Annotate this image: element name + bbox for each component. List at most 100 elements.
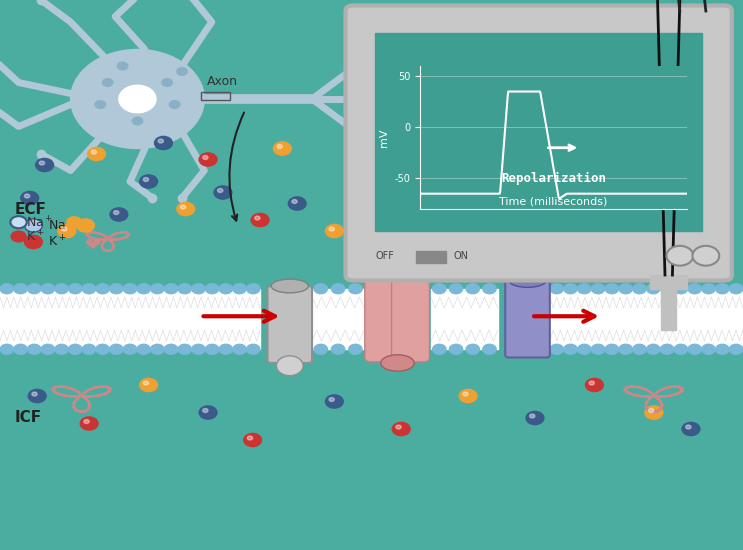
Circle shape — [132, 117, 143, 125]
Circle shape — [151, 344, 164, 354]
Ellipse shape — [71, 50, 204, 148]
Circle shape — [481, 180, 499, 194]
Circle shape — [103, 79, 113, 86]
Circle shape — [178, 344, 192, 354]
Circle shape — [164, 284, 178, 294]
Circle shape — [95, 101, 106, 108]
Circle shape — [233, 284, 246, 294]
Circle shape — [62, 227, 67, 231]
Bar — [550, 289, 743, 349]
Circle shape — [485, 183, 490, 187]
Circle shape — [192, 344, 205, 354]
Circle shape — [206, 284, 219, 294]
Circle shape — [39, 161, 45, 165]
Circle shape — [143, 381, 149, 385]
Circle shape — [470, 150, 476, 154]
Circle shape — [577, 344, 591, 354]
Circle shape — [314, 284, 328, 294]
Bar — [375, 33, 702, 231]
Circle shape — [251, 213, 269, 227]
Circle shape — [199, 153, 217, 166]
Circle shape — [589, 222, 594, 225]
Circle shape — [688, 284, 701, 294]
Circle shape — [123, 344, 137, 354]
Circle shape — [140, 378, 158, 392]
Circle shape — [585, 219, 603, 232]
Circle shape — [114, 211, 119, 214]
Circle shape — [702, 344, 716, 354]
Circle shape — [288, 197, 306, 210]
FancyBboxPatch shape — [392, 276, 429, 362]
Circle shape — [178, 284, 192, 294]
Circle shape — [450, 284, 463, 294]
Text: Na$^+$: Na$^+$ — [26, 215, 53, 230]
Circle shape — [80, 417, 98, 430]
Circle shape — [459, 389, 477, 403]
Circle shape — [66, 216, 82, 228]
Circle shape — [645, 406, 663, 419]
Circle shape — [377, 197, 395, 210]
Circle shape — [14, 344, 27, 354]
Circle shape — [88, 147, 106, 161]
Circle shape — [564, 284, 577, 294]
Text: ❤: ❤ — [85, 235, 102, 254]
Bar — [431, 289, 498, 349]
Circle shape — [96, 284, 109, 294]
Circle shape — [276, 356, 303, 376]
Circle shape — [396, 425, 401, 429]
Circle shape — [155, 136, 172, 150]
Circle shape — [158, 139, 163, 143]
Bar — [416, 251, 446, 263]
Circle shape — [591, 344, 605, 354]
Circle shape — [169, 101, 180, 108]
Circle shape — [206, 344, 219, 354]
Circle shape — [351, 189, 357, 192]
Circle shape — [591, 284, 605, 294]
Circle shape — [314, 344, 328, 354]
Circle shape — [96, 344, 109, 354]
Circle shape — [415, 219, 432, 232]
Bar — [661, 286, 676, 330]
Circle shape — [325, 224, 343, 238]
Circle shape — [455, 205, 461, 209]
Circle shape — [219, 284, 233, 294]
Circle shape — [331, 284, 345, 294]
Circle shape — [255, 216, 260, 220]
Circle shape — [28, 389, 46, 403]
Circle shape — [400, 136, 418, 150]
Circle shape — [678, 150, 684, 154]
FancyBboxPatch shape — [345, 6, 732, 280]
Circle shape — [450, 344, 463, 354]
FancyBboxPatch shape — [365, 276, 403, 362]
Text: Time (milliseconds): Time (milliseconds) — [499, 197, 608, 207]
Circle shape — [661, 284, 674, 294]
Bar — [650, 275, 687, 289]
Circle shape — [41, 284, 54, 294]
Ellipse shape — [271, 279, 308, 293]
Circle shape — [143, 178, 149, 182]
Circle shape — [550, 344, 563, 354]
Circle shape — [392, 422, 410, 436]
Circle shape — [348, 344, 362, 354]
Circle shape — [348, 284, 362, 294]
Circle shape — [292, 200, 297, 204]
Circle shape — [27, 284, 41, 294]
Circle shape — [585, 378, 603, 392]
Circle shape — [10, 216, 27, 228]
Circle shape — [329, 227, 334, 231]
Text: Na$^+$: Na$^+$ — [48, 218, 76, 233]
Circle shape — [675, 147, 692, 161]
Circle shape — [615, 197, 633, 210]
Circle shape — [692, 246, 719, 266]
Circle shape — [192, 284, 205, 294]
Circle shape — [606, 284, 619, 294]
Circle shape — [649, 216, 654, 220]
Circle shape — [162, 79, 172, 86]
Circle shape — [530, 414, 535, 418]
Circle shape — [41, 344, 54, 354]
Circle shape — [82, 344, 96, 354]
Text: ECF: ECF — [15, 201, 47, 217]
Circle shape — [218, 189, 223, 192]
Circle shape — [137, 284, 150, 294]
Circle shape — [110, 344, 123, 354]
